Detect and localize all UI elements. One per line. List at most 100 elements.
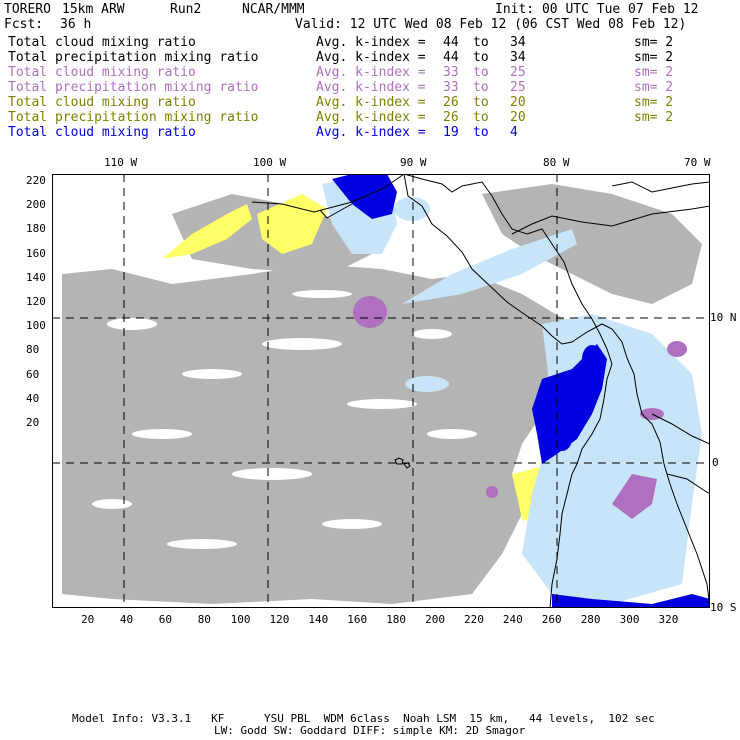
init-time: Init: 00 UTC Tue 07 Feb 12 — [495, 2, 699, 17]
legend-kindex-from: 33 — [443, 65, 459, 80]
purple-cloud-area — [612, 474, 657, 519]
legend-field-name: Total cloud mixing ratio — [8, 95, 196, 110]
y-index-label: 180 — [26, 222, 46, 236]
purple-cloud-area — [667, 341, 687, 357]
legend-kindex-from: 26 — [443, 110, 459, 125]
longitude-label: 100 W — [253, 156, 287, 169]
legend-smoothing: sm= 2 — [634, 80, 674, 95]
legend-kindex-label: Avg. k-index = — [316, 80, 426, 95]
legend-kindex-label: Avg. k-index = — [316, 125, 426, 140]
legend-kindex-from: 44 — [443, 35, 459, 50]
legend-row: Total cloud mixing ratio Avg. k-index = 44… — [8, 35, 728, 50]
cloud-gap — [107, 318, 157, 330]
cloud-gap — [262, 338, 342, 350]
legend-to-word: to — [473, 110, 489, 125]
map-frame — [52, 174, 710, 608]
lightblue-cloud-area — [405, 376, 449, 392]
forecast-label: Fcst: — [4, 17, 44, 32]
legend-to-word: to — [473, 35, 489, 50]
legend-to-word: to — [473, 65, 489, 80]
x-index-label: 80 — [197, 613, 211, 626]
lat-lon-gridlines — [52, 174, 710, 608]
y-index-label: 200 — [26, 198, 46, 212]
lightblue-cloud-area — [402, 229, 577, 304]
legend-field-name: Total cloud mixing ratio — [8, 35, 196, 50]
cloud-gap — [92, 499, 132, 509]
blue-cloud-area — [532, 344, 607, 464]
gray-cloud-area — [62, 264, 572, 604]
legend-kindex-to: 25 — [510, 80, 526, 95]
gray-cloud-area — [482, 184, 702, 304]
legend-to-word: to — [473, 125, 489, 140]
model-name: TORERO — [4, 2, 51, 17]
forecast-map — [52, 174, 710, 608]
x-index-label: 280 — [580, 613, 601, 626]
x-index-label: 180 — [386, 613, 407, 626]
legend-kindex-from: 44 — [443, 50, 459, 65]
y-index-label: 80 — [26, 343, 40, 357]
x-index-label: 220 — [464, 613, 484, 626]
cloud-gap — [292, 290, 352, 298]
x-index-label: 140 — [308, 613, 329, 626]
legend-kindex-to: 34 — [510, 50, 526, 65]
x-index-label: 260 — [541, 613, 562, 626]
legend-kindex-label: Avg. k-index = — [316, 110, 426, 125]
cloud-gap — [322, 519, 382, 529]
longitude-label: 90 W — [400, 156, 427, 169]
forecast-hour: 36 h — [60, 17, 92, 32]
coastline-outlines — [251, 174, 710, 608]
y-index-label: 120 — [26, 295, 46, 308]
legend-smoothing: sm= 2 — [634, 65, 674, 80]
legend-row: Total cloud mixing ratio Avg. k-index = 33… — [8, 65, 728, 80]
cloud-gap — [167, 539, 237, 549]
latitude-label: 10 S — [710, 601, 737, 614]
x-index-label: 300 — [619, 613, 640, 626]
x-index-label: 240 — [502, 613, 523, 626]
cloud-field-layers — [62, 174, 710, 608]
blue-cloud-area — [552, 427, 572, 451]
longitude-label: 70 W — [684, 156, 711, 169]
yellow-cloud-area — [162, 204, 252, 259]
longitude-label: 110 W — [104, 156, 138, 169]
x-index-label: 20 — [81, 613, 95, 626]
latitude-label: 10 N — [710, 311, 737, 324]
legend-kindex-to: 25 — [510, 65, 526, 80]
legend-kindex-to: 4 — [510, 125, 518, 140]
cloud-gap — [427, 429, 477, 439]
x-index-label: 320 — [658, 613, 679, 626]
latitude-label: 0 — [712, 456, 719, 469]
cloud-gap — [412, 329, 452, 339]
blue-cloud-area — [552, 594, 710, 608]
legend-smoothing: sm= 2 — [634, 110, 674, 125]
x-index-label: 200 — [425, 613, 445, 626]
yellow-cloud-area — [257, 194, 327, 254]
legend-field-name: Total precipitation mixing ratio — [8, 110, 259, 125]
legend-kindex-from: 26 — [443, 95, 459, 110]
legend-row: Total cloud mixing ratio Avg. k-index = 19… — [8, 125, 728, 140]
legend-row: Total precipitation mixing ratio Avg. k-i… — [8, 80, 728, 95]
x-index-label: 100 — [230, 613, 251, 626]
cloud-gap — [232, 468, 312, 480]
cloud-gap — [132, 429, 192, 439]
legend-to-word: to — [473, 50, 489, 65]
y-index-label: 100 — [26, 319, 46, 333]
model-resolution: 15km ARW — [62, 2, 125, 17]
x-index-label: 40 — [119, 613, 134, 626]
legend-kindex-label: Avg. k-index = — [316, 95, 426, 110]
run-label: Run2 — [170, 2, 202, 17]
cloud-gap — [347, 399, 417, 409]
legend-smoothing: sm= 2 — [634, 50, 674, 65]
legend-kindex-from: 33 — [443, 80, 459, 95]
legend-row: Total precipitation mixing ratio Avg. k-i… — [8, 50, 728, 65]
x-index-label: 160 — [347, 613, 368, 626]
purple-cloud-area — [486, 486, 498, 498]
legend-kindex-label: Avg. k-index = — [316, 50, 426, 65]
cloud-gap — [182, 369, 242, 379]
lightblue-cloud-area — [394, 197, 430, 221]
purple-cloud-area — [353, 296, 387, 328]
model-info-line: Model Info: V3.3.1 KF YSU PBL WDM 6class… — [72, 712, 655, 725]
y-index-label: 20 — [26, 416, 40, 429]
legend-field-name: Total cloud mixing ratio — [8, 125, 196, 140]
organization: NCAR/MMM — [242, 2, 305, 17]
y-index-label: 60 — [26, 367, 40, 381]
